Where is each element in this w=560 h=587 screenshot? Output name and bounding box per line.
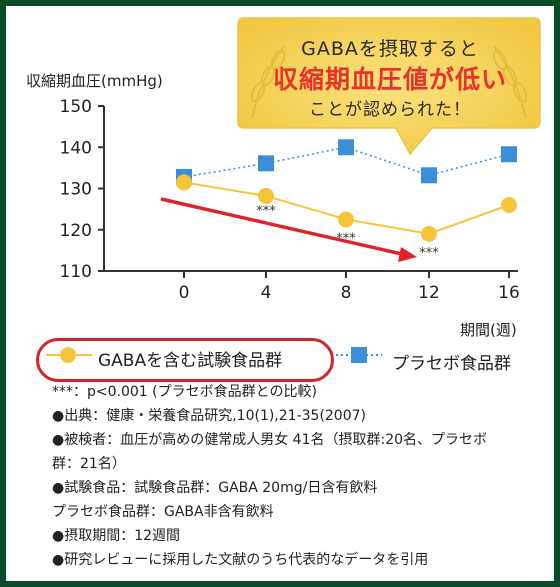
legend-placebo-marker bbox=[351, 347, 367, 363]
significance-marker: *** bbox=[256, 204, 276, 219]
study-notes: ***：p<0.001 (プラセボ食品群との比較) ●出典：健康・栄養食品研究,… bbox=[52, 380, 512, 572]
note-citation: ●研究レビューに採用した文献のうち代表的なデータを引用 bbox=[52, 552, 429, 568]
y-tick-label: 130 bbox=[60, 180, 92, 200]
note-significance: ***：p<0.001 (プラセボ食品群との比較) bbox=[52, 384, 317, 400]
legend: GABAを含む試験食品群 プラセボ食品群 bbox=[36, 338, 536, 382]
trend-arrow-line bbox=[160, 197, 407, 257]
note-source: ●出典：健康・栄養食品研究,10(1),21-35(2007) bbox=[52, 408, 366, 424]
placebo-point bbox=[421, 167, 437, 184]
significance-marker: *** bbox=[336, 232, 356, 247]
x-tick-label: 12 bbox=[418, 283, 440, 303]
x-tick-label: 16 bbox=[498, 283, 520, 303]
note-subjects: ●被検者：血圧が高めの健常成人男女 41名（摂取群:20名、プラセボ群：21名） bbox=[52, 432, 488, 472]
gaba-point bbox=[501, 197, 517, 213]
x-ticks: 0 4 8 12 16 bbox=[179, 271, 520, 303]
legend-gaba-marker bbox=[60, 347, 76, 363]
gaba-point bbox=[176, 174, 192, 191]
y-axis-label: 収縮期血圧(mmHg) bbox=[26, 72, 163, 90]
callout-line-1: GABAを摂取すると bbox=[301, 38, 479, 60]
note-period: ●摂取期間：12週間 bbox=[52, 528, 181, 544]
line-chart: 110 120 130 140 150 0 4 8 12 16 *** *** *** bbox=[46, 17, 541, 363]
placebo-point bbox=[258, 155, 274, 172]
x-tick-label: 4 bbox=[261, 283, 272, 303]
callout-bubble bbox=[237, 17, 541, 156]
placebo-point bbox=[501, 146, 517, 163]
callout-line-3: ことが認められた！ bbox=[309, 100, 471, 120]
x-tick-label: 0 bbox=[179, 283, 190, 303]
note-test-food: ●試験食品：試験食品群：GABA 20mg/日含有飲料 bbox=[52, 480, 378, 496]
x-tick-label: 8 bbox=[341, 283, 352, 303]
callout-line-2: 収縮期血圧値が低い bbox=[272, 65, 507, 94]
placebo-point bbox=[338, 139, 354, 156]
wheat-icon bbox=[250, 45, 528, 119]
x-axis-label: 期間(週) bbox=[460, 321, 517, 339]
gaba-point bbox=[421, 225, 437, 242]
y-ticks: 110 120 130 140 150 bbox=[60, 97, 104, 282]
gaba-point bbox=[338, 211, 354, 228]
legend-placebo-label: プラセボ食品群 bbox=[392, 354, 511, 374]
annotations: *** *** *** bbox=[256, 204, 439, 261]
legend-gaba-label: GABAを含む試験食品群 bbox=[98, 351, 283, 371]
trend-arrow bbox=[160, 197, 417, 262]
series-line bbox=[183, 146, 510, 178]
series-group bbox=[176, 139, 517, 242]
significance-marker: *** bbox=[419, 246, 439, 261]
y-tick-label: 120 bbox=[60, 221, 92, 241]
gaba-point bbox=[258, 187, 274, 204]
y-tick-label: 140 bbox=[60, 138, 92, 158]
note-placebo-food: プラセボ食品群：GABA非含有飲料 bbox=[52, 504, 274, 520]
legend-markers bbox=[46, 347, 382, 363]
legend-gaba-highlight bbox=[36, 338, 334, 382]
trend-arrow-head bbox=[398, 247, 417, 262]
y-tick-label: 110 bbox=[60, 262, 92, 282]
y-tick-label: 150 bbox=[60, 97, 92, 117]
